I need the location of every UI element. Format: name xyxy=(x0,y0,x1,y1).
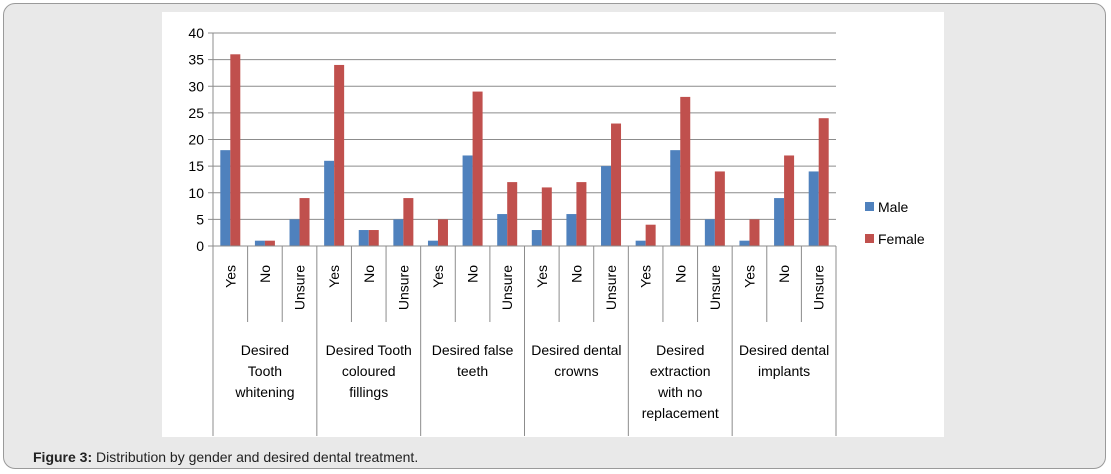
category-label: Unsure xyxy=(811,265,827,310)
bar-male xyxy=(289,219,300,246)
group-label: Desired false xyxy=(432,342,514,358)
category-label: Unsure xyxy=(395,265,411,310)
bar-female xyxy=(507,182,518,246)
bar-male xyxy=(220,150,231,246)
category-label: No xyxy=(257,265,273,283)
category-label: Unsure xyxy=(292,265,308,310)
bar-male xyxy=(462,155,473,246)
category-label: Unsure xyxy=(707,265,723,310)
category-label: No xyxy=(568,265,584,283)
bar-female xyxy=(680,96,691,247)
category-label: Yes xyxy=(534,265,550,288)
group-label: Tooth xyxy=(248,363,282,379)
bar-male xyxy=(427,240,438,246)
y-tick-label: 35 xyxy=(188,52,204,68)
bar-female xyxy=(368,230,379,246)
bar-male xyxy=(531,230,542,246)
bar-male xyxy=(704,219,715,246)
category-label: No xyxy=(672,265,688,283)
group-label: Desired dental xyxy=(531,342,621,358)
y-tick-label: 20 xyxy=(188,132,204,148)
group-label: Desired dental xyxy=(739,342,829,358)
category-label: Yes xyxy=(326,265,342,288)
group-label: coloured xyxy=(342,363,396,379)
category-label: No xyxy=(361,265,377,283)
y-tick-label: 5 xyxy=(196,211,204,227)
bar-male xyxy=(601,166,612,246)
group-label: Desired Tooth xyxy=(326,342,412,358)
caption-text: Distribution by gender and desired denta… xyxy=(92,449,419,465)
group-label: teeth xyxy=(457,363,488,379)
bar-male xyxy=(393,219,404,246)
bar-female xyxy=(645,224,656,246)
group-label: extraction xyxy=(650,363,711,379)
chart-panel: 0 5 10 15 20 25 30 35 40 Yes No Unsure Yes No Unsure Ye… xyxy=(162,12,944,437)
group-label: fillings xyxy=(349,384,388,400)
bar-female xyxy=(818,118,829,246)
category-label: Yes xyxy=(430,265,446,288)
category-label: No xyxy=(776,265,792,283)
group-label: with no xyxy=(657,384,703,400)
bar-male xyxy=(566,214,577,246)
y-tick-label: 30 xyxy=(188,78,204,94)
legend-label-male: Male xyxy=(878,199,909,215)
category-label: Yes xyxy=(222,265,238,288)
bar-male xyxy=(635,240,646,246)
bar-female xyxy=(264,240,275,246)
bar-male xyxy=(808,171,819,246)
bar-female xyxy=(714,171,725,246)
legend-swatch-female xyxy=(865,234,874,243)
bar-male xyxy=(739,240,750,246)
bar-female xyxy=(230,54,241,246)
bar-male xyxy=(497,214,508,246)
y-tick-label: 25 xyxy=(188,105,204,121)
caption-label: Figure 3: xyxy=(33,449,93,465)
legend-label-female: Female xyxy=(878,231,925,247)
bar-male xyxy=(774,198,785,246)
y-tick-label: 15 xyxy=(188,158,204,174)
bar-female xyxy=(784,155,795,246)
category-label: Unsure xyxy=(603,265,619,310)
figure-caption: Figure 3: Distribution by gender and des… xyxy=(33,449,418,465)
bar-male xyxy=(254,240,265,246)
bar-female xyxy=(437,219,448,246)
bar-female xyxy=(541,187,552,246)
bar-female xyxy=(749,219,760,246)
bar-female xyxy=(472,91,483,246)
legend-swatch-male xyxy=(865,202,874,211)
bar-female xyxy=(611,123,622,246)
y-tick-label: 10 xyxy=(188,185,204,201)
bar-female xyxy=(334,64,345,246)
group-label: crowns xyxy=(554,363,598,379)
category-label: Yes xyxy=(741,265,757,288)
bar-female xyxy=(299,198,310,246)
category-label: No xyxy=(465,265,481,283)
group-label: replacement xyxy=(642,405,719,421)
bar-female xyxy=(576,182,587,246)
category-label: Yes xyxy=(638,265,654,288)
category-label: Unsure xyxy=(499,265,515,310)
chart-svg: 0 5 10 15 20 25 30 35 40 Yes No Unsure Yes No Unsure Ye… xyxy=(188,25,925,436)
bar-female xyxy=(403,198,414,246)
group-label: Desired xyxy=(656,342,704,358)
group-label: Desired xyxy=(241,342,289,358)
group-label: whitening xyxy=(234,384,294,400)
group-label: implants xyxy=(758,363,810,379)
bar-male xyxy=(670,150,681,246)
bar-male xyxy=(324,160,335,246)
y-tick-label: 40 xyxy=(188,25,204,41)
y-tick-label: 0 xyxy=(196,238,204,254)
bar-male xyxy=(358,230,369,246)
